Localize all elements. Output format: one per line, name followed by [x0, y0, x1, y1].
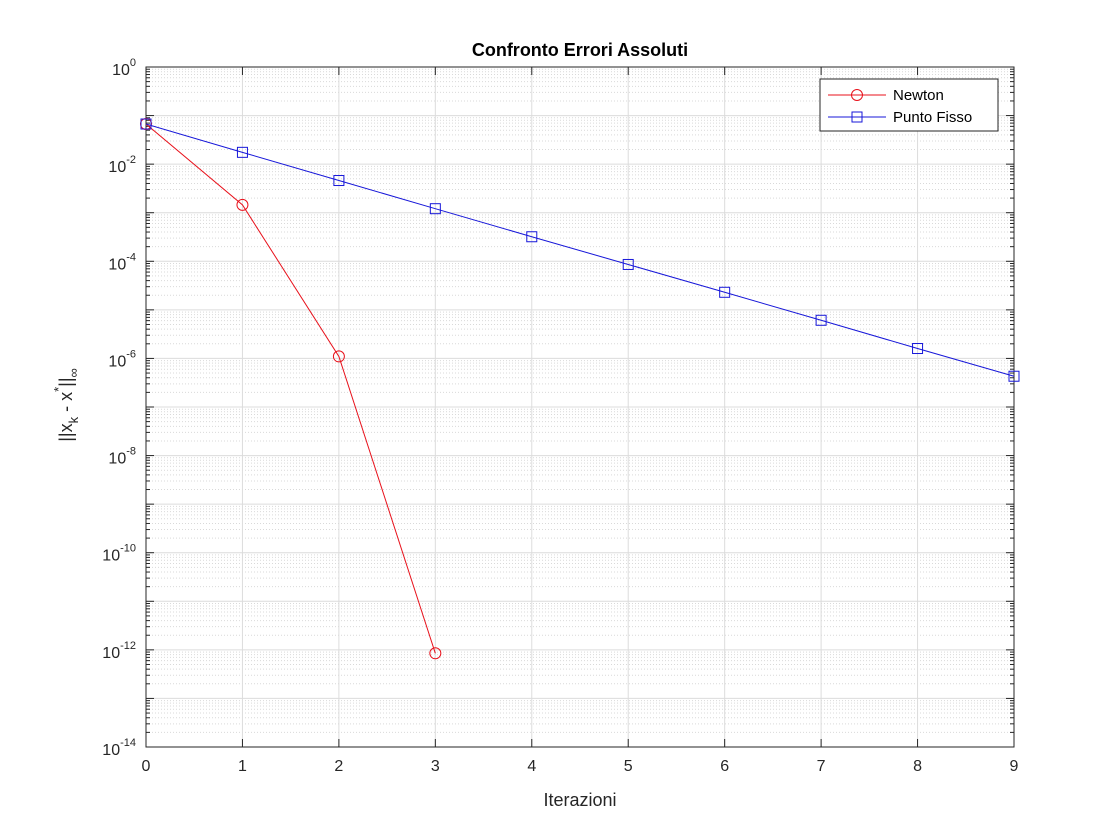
data-point-punto-fisso [429, 203, 441, 215]
legend: Newton Punto Fisso [819, 78, 999, 132]
axis-ticks: 0 1 2 3 4 5 6 7 8 9 100 10-2 10-4 10-6 10-8 10-10 10-12 1… [102, 57, 1018, 775]
data-point-punto-fisso [815, 314, 827, 326]
y-tick-label: 10-12 [102, 640, 136, 662]
series-line-newton [145, 123, 436, 654]
x-tick-label: 4 [527, 758, 536, 775]
y-axis-label-sub1: k [66, 416, 81, 423]
x-tick-label: 2 [334, 758, 343, 775]
x-tick-label: 3 [431, 758, 440, 775]
legend-marker-newton [851, 89, 863, 101]
series-group [140, 118, 1020, 660]
y-tick-label: 10-4 [108, 251, 136, 273]
series-line-punto-fisso [145, 123, 1015, 377]
data-point-punto-fisso [1008, 370, 1020, 382]
y-axis-label: ||xk - x*||∞ [51, 368, 81, 442]
y-tick-label: 10-10 [102, 543, 136, 565]
x-tick-label: 0 [142, 758, 151, 775]
data-point-punto-fisso [622, 258, 634, 270]
x-tick-label: 9 [1010, 758, 1019, 775]
y-tick-label: 100 [112, 57, 136, 79]
x-axis-label: Iterazioni [543, 790, 616, 810]
series-punto-fisso [140, 118, 1020, 382]
legend-entry-punto-fisso: Punto Fisso [828, 109, 972, 126]
x-tick-label: 8 [913, 758, 922, 775]
x-tick-label: 1 [238, 758, 247, 775]
y-axis-label-base: ||x [56, 423, 76, 441]
y-tick-label: 10-2 [108, 154, 136, 176]
y-axis-label-sup: * [51, 387, 66, 392]
data-point-punto-fisso [333, 175, 345, 187]
data-point-punto-fisso [236, 146, 248, 158]
data-point-punto-fisso [526, 231, 538, 243]
y-tick-label: 10-8 [108, 446, 136, 468]
y-axis-label-mid: - x [56, 392, 76, 417]
legend-marker-punto-fisso [851, 111, 863, 123]
grid [145, 66, 1015, 748]
legend-label-punto-fisso: Punto Fisso [893, 109, 972, 126]
data-point-punto-fisso [912, 343, 924, 355]
y-tick-label: 10-6 [108, 348, 136, 370]
data-point-newton [236, 198, 249, 211]
data-point-newton [429, 647, 442, 660]
y-axis-label-sub2: ∞ [66, 368, 81, 377]
y-tick-label: 10-14 [102, 737, 136, 759]
data-point-punto-fisso [719, 286, 731, 298]
legend-box [819, 78, 999, 132]
chart-title: Confronto Errori Assoluti [472, 40, 688, 60]
x-tick-label: 5 [624, 758, 633, 775]
legend-entry-newton: Newton [828, 87, 944, 104]
x-tick-label: 6 [720, 758, 729, 775]
legend-label-newton: Newton [893, 87, 944, 104]
data-point-newton [332, 350, 345, 363]
y-axis-label-tail: || [56, 378, 76, 387]
x-tick-label: 7 [817, 758, 826, 775]
data-point-punto-fisso [140, 118, 152, 130]
